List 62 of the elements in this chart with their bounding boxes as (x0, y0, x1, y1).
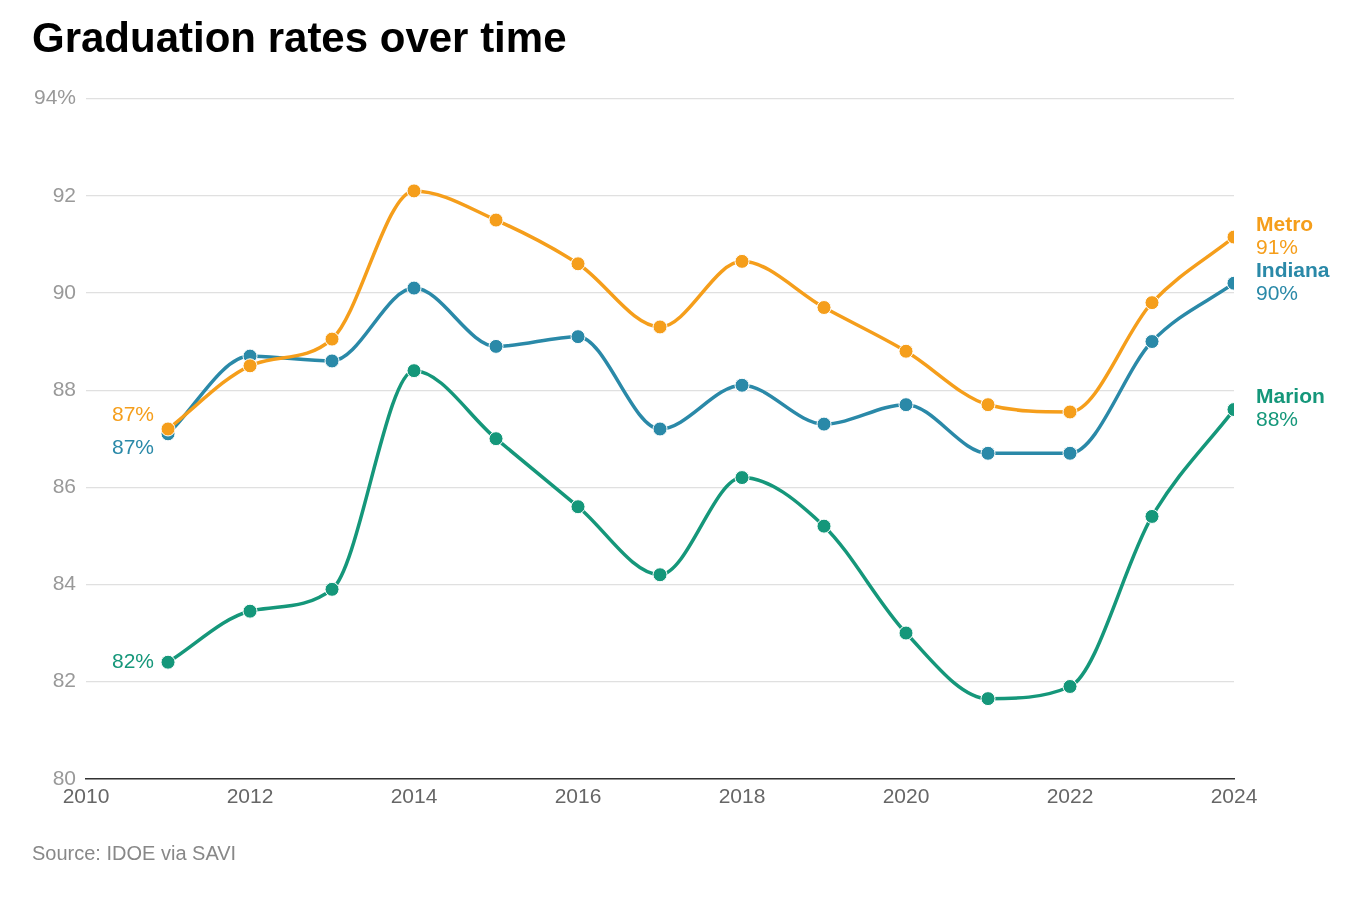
series-label: Indiana (1256, 258, 1330, 282)
y-tick-label: 84 (52, 571, 77, 595)
point (488, 212, 504, 228)
point (734, 253, 750, 269)
point (1144, 295, 1160, 311)
point (980, 397, 996, 413)
point (652, 421, 668, 437)
point (324, 581, 340, 597)
point (980, 445, 996, 461)
x-tick-label: 2020 (882, 784, 930, 808)
point (570, 256, 586, 272)
y-tick-label: 92 (52, 182, 77, 206)
point (324, 353, 340, 369)
point (652, 567, 668, 583)
y-tick-label: 86 (52, 474, 77, 498)
point (488, 338, 504, 354)
point (816, 518, 832, 534)
point (898, 343, 914, 359)
point (1062, 404, 1078, 420)
point (242, 358, 258, 374)
point (570, 499, 586, 515)
x-tick-label: 2016 (554, 784, 602, 808)
point (652, 319, 668, 335)
y-tick-label: 94% (34, 85, 77, 109)
x-tick-label: 2014 (390, 784, 438, 808)
point (1062, 445, 1078, 461)
x-tick-label: 2018 (718, 784, 766, 808)
point (406, 363, 422, 379)
point (406, 183, 422, 199)
point (324, 331, 340, 347)
y-tick-label: 88 (52, 376, 77, 400)
x-tick-label: 2012 (226, 784, 274, 808)
point (734, 470, 750, 486)
data-label: 91% (1256, 234, 1299, 258)
y-tick-label: 90 (52, 279, 77, 303)
data-label: 82% (112, 648, 155, 672)
point (734, 377, 750, 393)
point (160, 654, 176, 670)
point (488, 431, 504, 447)
point (406, 280, 422, 296)
x-tick-label: 2024 (1210, 784, 1258, 808)
y-tick-label: 82 (52, 668, 77, 692)
point (1062, 678, 1078, 694)
point (1144, 334, 1160, 350)
point (570, 329, 586, 345)
data-label: 87% (112, 434, 155, 458)
data-label: 88% (1256, 407, 1299, 431)
source-note: Source: IDOE via SAVI (32, 842, 238, 865)
series-label: Marion (1256, 384, 1325, 408)
point (160, 421, 176, 437)
x-tick-label: 2022 (1046, 784, 1094, 808)
point (898, 397, 914, 413)
point (980, 691, 996, 707)
point (242, 603, 258, 619)
point (816, 416, 832, 432)
chart-title: Graduation rates over time (32, 14, 568, 62)
point (816, 300, 832, 316)
series-label: Metro (1256, 211, 1314, 235)
data-label: 87% (112, 401, 155, 425)
point (1144, 508, 1160, 524)
point (898, 625, 914, 641)
data-label: 90% (1256, 281, 1299, 305)
